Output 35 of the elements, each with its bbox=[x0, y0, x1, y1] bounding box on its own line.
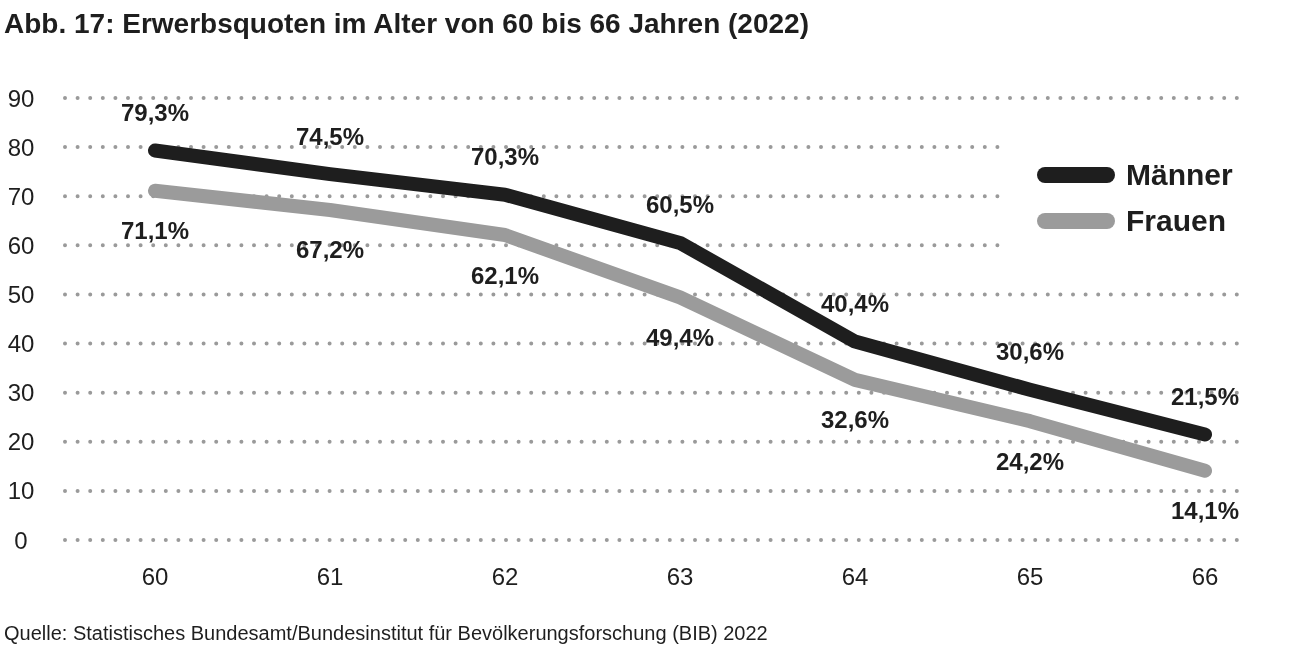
y-tick-label: 30 bbox=[7, 379, 35, 407]
data-label: 32,6% bbox=[820, 406, 890, 434]
x-tick-label: 63 bbox=[666, 562, 694, 590]
y-tick-label: 70 bbox=[7, 182, 35, 210]
y-tick-label: 40 bbox=[7, 330, 35, 358]
x-tick-label: 65 bbox=[1016, 562, 1044, 590]
y-tick-label: 20 bbox=[7, 428, 35, 456]
chart-title: Abb. 17: Erwerbsquoten im Alter von 60 bis 66 Jahren (2022) bbox=[4, 8, 809, 40]
data-label: 74,5% bbox=[295, 122, 365, 150]
data-label: 49,4% bbox=[645, 323, 715, 351]
x-tick-label: 62 bbox=[491, 562, 519, 590]
data-label: 62,1% bbox=[470, 261, 540, 289]
data-label: 40,4% bbox=[820, 290, 890, 318]
legend-label: Frauen bbox=[1126, 204, 1227, 238]
y-tick-label: 80 bbox=[7, 133, 35, 161]
x-tick-label: 60 bbox=[141, 562, 169, 590]
data-label: 30,6% bbox=[995, 338, 1065, 366]
data-label: 24,2% bbox=[995, 447, 1065, 475]
data-label: 21,5% bbox=[1170, 382, 1240, 410]
data-label: 60,5% bbox=[645, 191, 715, 219]
source-note: Quelle: Statistisches Bundesamt/Bundesinstitut für Bevölkerungsforschung (BIB) 2022 bbox=[4, 622, 768, 645]
y-tick-label: 10 bbox=[7, 477, 35, 505]
data-label: 79,3% bbox=[120, 99, 190, 127]
y-tick-label: 60 bbox=[7, 231, 35, 259]
x-tick-label: 66 bbox=[1191, 562, 1219, 590]
data-label: 70,3% bbox=[470, 143, 540, 171]
data-label: 14,1% bbox=[1170, 497, 1240, 525]
y-tick-label: 0 bbox=[14, 526, 28, 554]
data-label: 71,1% bbox=[120, 217, 190, 245]
y-tick-label: 50 bbox=[7, 280, 35, 308]
data-label: 67,2% bbox=[295, 236, 365, 264]
x-tick-label: 61 bbox=[316, 562, 344, 590]
y-tick-label: 90 bbox=[7, 84, 35, 112]
x-tick-label: 64 bbox=[841, 562, 869, 590]
legend-label: Männer bbox=[1126, 158, 1233, 192]
